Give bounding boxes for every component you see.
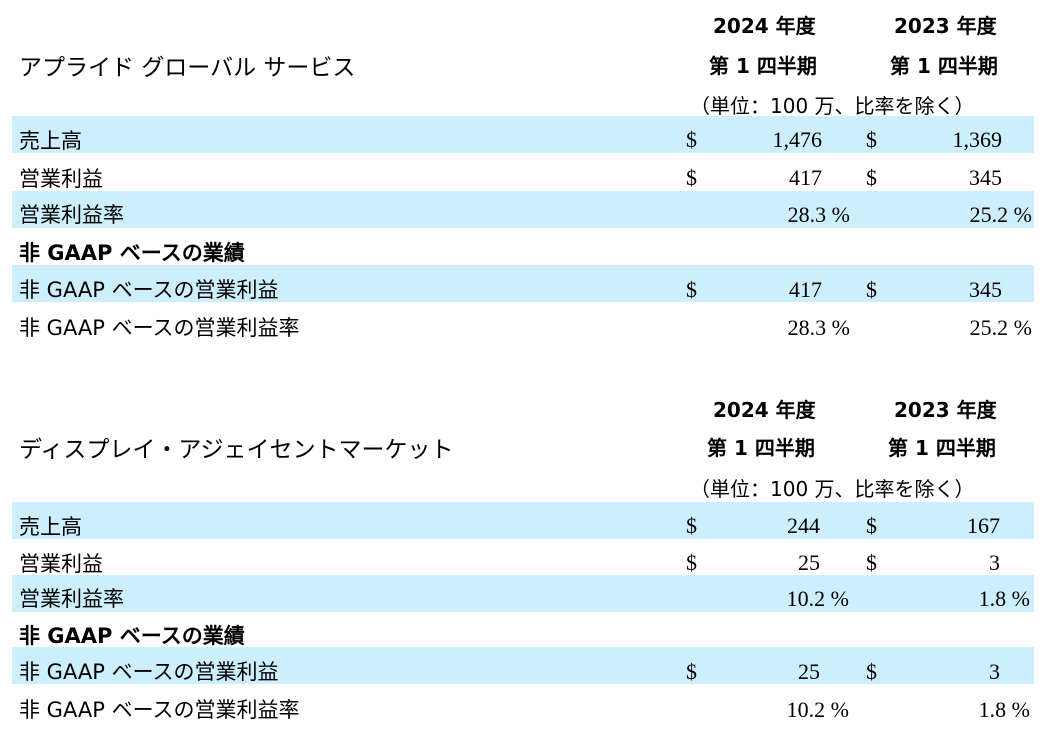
row-label-operating-profit: 営業利益 (19, 552, 103, 576)
currency-symbol: $ (686, 277, 697, 302)
row-band (12, 191, 1034, 228)
value-2023: 1.8 % (978, 586, 1030, 611)
row-label-operating-profit: 営業利益 (19, 167, 103, 191)
currency-symbol: $ (686, 659, 697, 684)
currency-symbol: $ (686, 165, 697, 190)
value-2023: 3 (989, 659, 1000, 684)
currency-symbol: $ (866, 659, 877, 684)
row-label-revenue: 売上高 (19, 129, 82, 153)
currency-symbol: $ (866, 165, 877, 190)
value-2023: 25.2 % (969, 315, 1032, 340)
value-2024: 244 (787, 513, 820, 538)
section-title: アプライド グローバル サービス (19, 55, 356, 81)
value-2024: 28.3 % (787, 315, 850, 340)
value-2023: 167 (967, 513, 1000, 538)
section-title: ディスプレイ・アジェイセントマーケット (19, 437, 454, 463)
row-label-revenue: 売上高 (19, 515, 82, 539)
value-2024: 10.2 % (786, 697, 849, 722)
row-band (12, 647, 1034, 684)
col2-year-header: 2023 年度 (894, 398, 997, 422)
col2-quarter-header: 第 1 四半期 (890, 54, 998, 78)
value-2024: 25 (798, 550, 820, 575)
col1-quarter-header: 第 1 四半期 (707, 436, 815, 460)
value-2024: 417 (789, 277, 822, 302)
value-2023: 3 (989, 550, 1000, 575)
row-label-non-gaap-operating-margin: 非 GAAP ベースの営業利益率 (19, 698, 300, 722)
currency-symbol: $ (866, 277, 877, 302)
value-2024: 28.3 % (787, 202, 850, 227)
value-2023: 345 (969, 165, 1002, 190)
non-gaap-subheading: 非 GAAP ベースの業績 (19, 624, 245, 648)
value-2024: 417 (789, 165, 822, 190)
currency-symbol: $ (686, 513, 697, 538)
unit-note: （単位：100 万、比率を除く） (690, 477, 975, 501)
value-2023: 25.2 % (969, 202, 1032, 227)
row-band (12, 265, 1034, 302)
row-label-operating-margin: 営業利益率 (19, 587, 124, 611)
currency-symbol: $ (866, 127, 877, 152)
col2-year-header: 2023 年度 (894, 14, 997, 38)
currency-symbol: $ (866, 513, 877, 538)
row-label-operating-margin: 営業利益率 (19, 203, 124, 227)
currency-symbol: $ (686, 127, 697, 152)
col1-year-header: 2024 年度 (713, 398, 816, 422)
row-band (12, 116, 1034, 153)
row-label-non-gaap-operating-profit: 非 GAAP ベースの営業利益 (19, 278, 279, 302)
value-2024: 10.2 % (786, 586, 849, 611)
value-2024: 1,476 (772, 127, 823, 152)
row-label-non-gaap-operating-profit: 非 GAAP ベースの営業利益 (19, 660, 279, 684)
currency-symbol: $ (866, 550, 877, 575)
col1-quarter-header: 第 1 四半期 (709, 54, 817, 78)
col2-quarter-header: 第 1 四半期 (888, 436, 996, 460)
value-2023: 1.8 % (978, 697, 1030, 722)
value-2024: 25 (798, 659, 820, 684)
non-gaap-subheading: 非 GAAP ベースの業績 (19, 241, 245, 265)
value-2023: 345 (969, 277, 1002, 302)
value-2023: 1,369 (952, 127, 1003, 152)
unit-note: （単位：100 万、比率を除く） (690, 94, 975, 118)
currency-symbol: $ (686, 550, 697, 575)
row-band (12, 502, 1034, 539)
row-band (12, 575, 1034, 612)
col1-year-header: 2024 年度 (713, 14, 816, 38)
row-label-non-gaap-operating-margin: 非 GAAP ベースの営業利益率 (19, 316, 300, 340)
